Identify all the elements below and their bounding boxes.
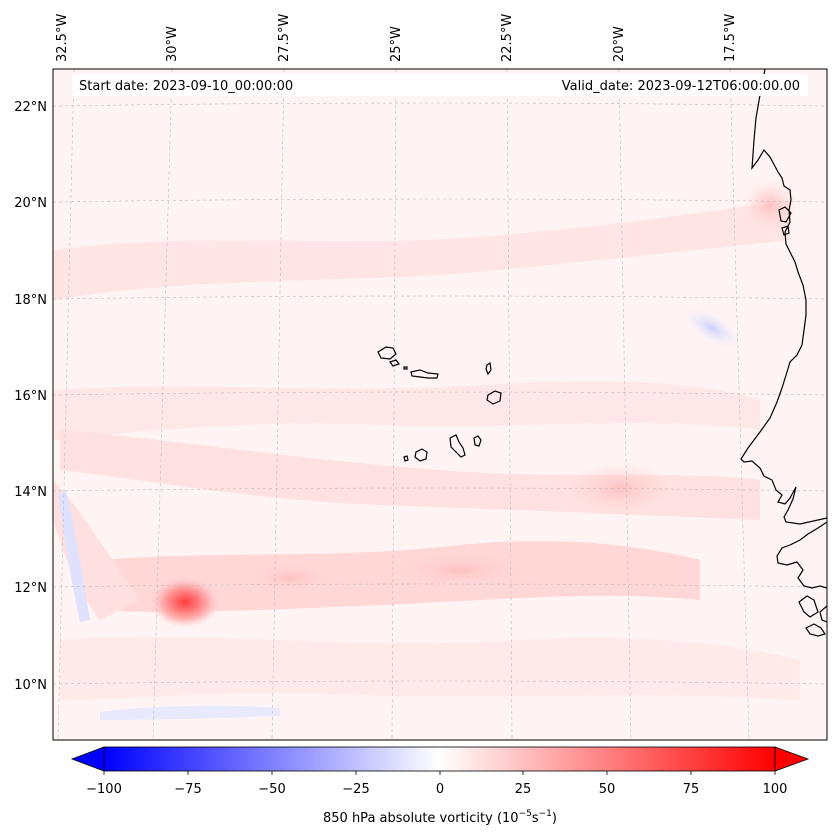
island-brava	[403, 455, 409, 462]
cbar-tick-label: −25	[342, 782, 369, 797]
cbar-tick-label: 75	[683, 782, 700, 797]
lon-label-22-5w: 22.5°W	[500, 14, 515, 62]
meridian-30w	[152, 69, 173, 740]
colorbar-ticks	[103, 771, 776, 775]
island-santiago	[449, 434, 466, 458]
cbar-tick-label: 0	[436, 782, 444, 797]
coast-mauritania-senegal	[740, 69, 827, 525]
red-patch-east-band	[390, 552, 530, 588]
cbar-tick-label: −50	[258, 782, 285, 797]
colorbar-body	[103, 746, 776, 772]
colorbar: −100 −75 −50 −25 0 25 50 75 100 850 hPa …	[70, 746, 810, 826]
west-blue-streak	[58, 490, 90, 622]
coast-dakar-inlet	[778, 206, 792, 223]
west-africa-coastline	[740, 69, 827, 637]
north-band	[53, 200, 790, 300]
band-16n	[53, 381, 760, 440]
lon-label-32-5w: 32.5°W	[55, 14, 70, 62]
map-frame	[52, 68, 828, 741]
parallel-22n	[53, 102, 827, 107]
island-sao-vicente	[389, 359, 400, 367]
valid-date-label: Valid_date: 2023-09-12T06:00:00.00	[562, 79, 800, 94]
vorticity-map	[53, 69, 827, 740]
header-label-box	[72, 74, 808, 96]
island-santo-antao	[377, 346, 397, 360]
lat-label-18n: 18°N	[14, 293, 47, 308]
parallel-10n	[53, 680, 827, 685]
island-santa-luzia	[403, 366, 408, 370]
meridian-25w	[391, 69, 397, 740]
cbar-title-exp2: −1	[539, 809, 552, 819]
island-sao-nicolau	[410, 369, 439, 379]
island-fogo	[414, 448, 428, 462]
colorbar-title: 850 hPa absolute vorticity (10−5s−1)	[323, 809, 557, 826]
cbar-title-mid: s	[532, 811, 539, 826]
island-boa-vista	[486, 390, 502, 405]
meridian-17-5w	[729, 69, 750, 740]
lat-label-12n: 12°N	[14, 581, 47, 596]
lat-label-16n: 16°N	[14, 389, 47, 404]
colorbar-tick-labels: −100 −75 −50 −25 0 25 50 75 100	[86, 782, 787, 797]
cbar-title-prefix: 850 hPa absolute vorticity (10	[323, 811, 519, 826]
cbar-tick-label: 50	[599, 782, 616, 797]
lat-label-22n: 22°N	[14, 100, 47, 115]
south-west-band	[53, 480, 140, 620]
island-maio	[473, 435, 482, 447]
island-sal	[485, 361, 492, 376]
red-patch-east	[565, 462, 675, 514]
parallel-16n	[53, 391, 827, 396]
lat-label-20n: 20°N	[14, 196, 47, 211]
colorbar-extend-max	[774, 746, 810, 772]
cbar-title-exp1: −5	[519, 809, 532, 819]
blue-patch-north	[683, 307, 741, 349]
longitude-labels: 32.5°W 30°W 27.5°W 25°W 22.5°W 20°W 17.5…	[55, 14, 738, 62]
graticule	[53, 69, 827, 740]
parallel-12n	[53, 583, 827, 588]
band-10n	[60, 637, 800, 700]
cape-verde-islands	[377, 346, 502, 462]
lon-label-27-5w: 27.5°W	[277, 14, 292, 62]
red-patch-central	[245, 562, 335, 594]
lon-label-17-5w: 17.5°W	[723, 14, 738, 62]
start-date-label: Start date: 2023-09-10_00:00:00	[79, 79, 293, 94]
vorticity-max	[149, 576, 221, 628]
parallel-20n	[53, 198, 827, 203]
meridian-22-5w	[506, 69, 513, 740]
colorbar-extend-min	[70, 746, 105, 772]
lat-label-14n: 14°N	[14, 485, 47, 500]
parallel-18n	[53, 295, 827, 300]
cbar-title-suffix: )	[552, 811, 557, 826]
coast-bijagos	[805, 623, 826, 637]
coast-banc-arguin	[781, 225, 790, 236]
lon-label-20w: 20°W	[612, 26, 627, 62]
meridian-32-5w	[57, 69, 75, 740]
cbar-tick-label: −75	[174, 782, 201, 797]
red-patch-coast	[742, 179, 798, 231]
latitude-labels: 22°N 20°N 18°N 16°N 14°N 12°N 10°N	[14, 100, 47, 693]
cbar-tick-label: −100	[86, 782, 122, 797]
parallel-14n	[53, 487, 827, 492]
cbar-tick-label: 25	[515, 782, 532, 797]
vorticity-field	[53, 179, 800, 720]
coast-guinea	[819, 605, 827, 623]
meridian-27-5w	[271, 69, 285, 740]
meridian-20w	[618, 69, 632, 740]
coast-guinea-bissau	[798, 595, 819, 618]
lon-label-25w: 25°W	[389, 26, 404, 62]
cbar-tick-label: 100	[763, 782, 788, 797]
south-blue-streak	[100, 705, 280, 720]
coast-gambia	[776, 521, 827, 589]
lon-label-30w: 30°W	[165, 26, 180, 62]
lat-label-10n: 10°N	[14, 678, 47, 693]
